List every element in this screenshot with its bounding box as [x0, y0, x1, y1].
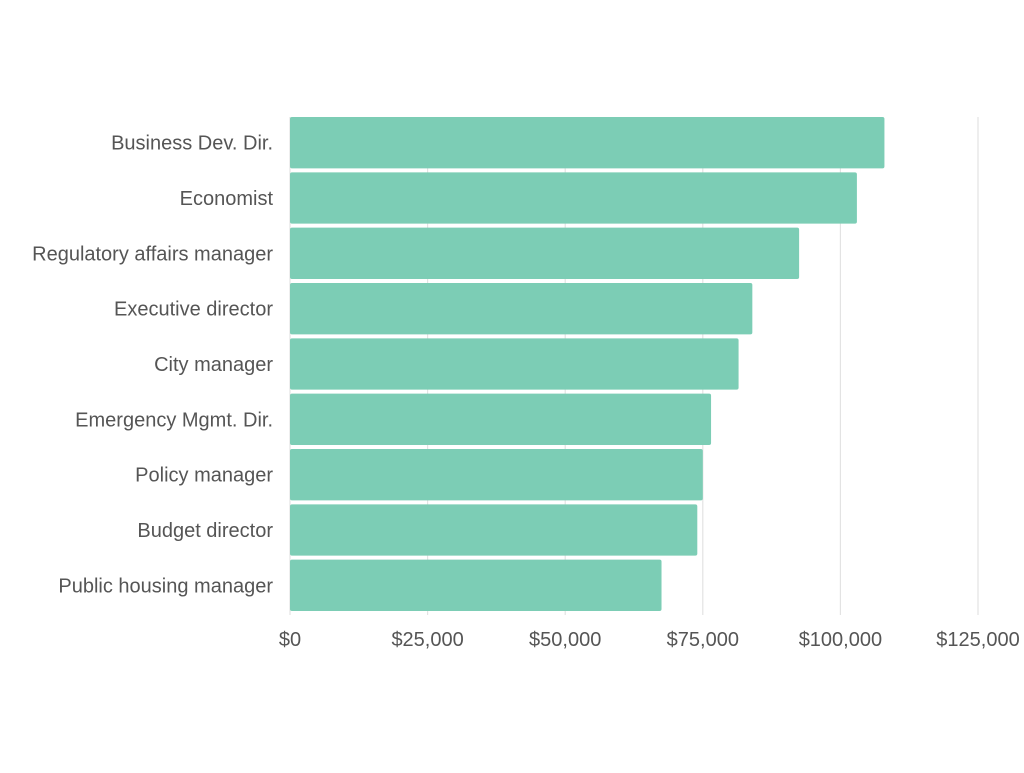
category-label: Business Dev. Dir. [111, 133, 273, 155]
category-label: City manager [154, 354, 273, 376]
x-tick-label: $25,000 [391, 629, 463, 651]
x-tick-label: $125,000 [936, 629, 1019, 651]
category-label: Budget director [137, 520, 273, 542]
x-tick-label: $50,000 [529, 629, 601, 651]
bar [290, 338, 739, 390]
bar [290, 504, 698, 556]
x-tick-labels: $0 $25,000 $50,000 $75,000 $100,000 $125,000 [279, 629, 1020, 651]
bar [290, 227, 800, 279]
x-tick-label: $75,000 [667, 629, 739, 651]
x-tick-label: $0 [279, 629, 301, 651]
bar [290, 283, 753, 335]
bar [290, 449, 703, 501]
category-label: Economist [180, 188, 274, 210]
bar [290, 117, 885, 169]
category-label: Public housing manager [58, 575, 273, 597]
bar [290, 559, 662, 611]
bars [290, 117, 885, 611]
bar [290, 172, 857, 224]
category-label: Policy manager [135, 465, 273, 487]
category-label: Regulatory affairs manager [32, 243, 273, 265]
category-labels: Business Dev. Dir. Economist Regulatory af… [32, 133, 273, 598]
x-tick-label: $100,000 [799, 629, 882, 651]
category-label: Emergency Mgmt. Dir. [75, 409, 273, 431]
bar [290, 393, 712, 445]
category-label: Executive director [114, 299, 273, 321]
